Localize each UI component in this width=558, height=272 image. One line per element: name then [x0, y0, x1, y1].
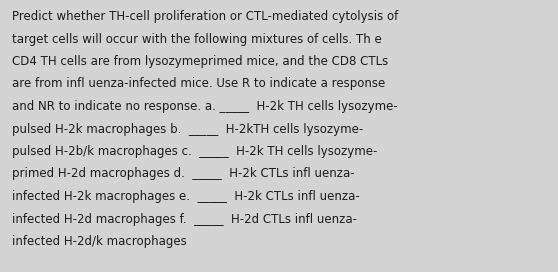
Text: pulsed H-2b/k macrophages c.  _____  H-2k TH cells lysozyme-: pulsed H-2b/k macrophages c. _____ H-2k … — [12, 145, 377, 158]
Text: CD4 TH cells are from lysozymeprimed mice, and the CD8 CTLs: CD4 TH cells are from lysozymeprimed mic… — [12, 55, 388, 68]
Text: Predict whether TH-cell proliferation or CTL-mediated cytolysis of: Predict whether TH-cell proliferation or… — [12, 10, 398, 23]
Text: primed H-2d macrophages d.  _____  H-2k CTLs infl uenza-: primed H-2d macrophages d. _____ H-2k CT… — [12, 168, 355, 181]
Text: and NR to indicate no response. a. _____  H-2k TH cells lysozyme-: and NR to indicate no response. a. _____… — [12, 100, 398, 113]
Text: target cells will occur with the following mixtures of cells. Th e: target cells will occur with the followi… — [12, 32, 382, 45]
Text: infected H-2k macrophages e.  _____  H-2k CTLs infl uenza-: infected H-2k macrophages e. _____ H-2k … — [12, 190, 360, 203]
Text: pulsed H-2k macrophages b.  _____  H-2kTH cells lysozyme-: pulsed H-2k macrophages b. _____ H-2kTH … — [12, 122, 363, 135]
Text: infected H-2d macrophages f.  _____  H-2d CTLs infl uenza-: infected H-2d macrophages f. _____ H-2d … — [12, 212, 357, 225]
Text: infected H-2d/k macrophages: infected H-2d/k macrophages — [12, 235, 187, 248]
Text: are from infl uenza-infected mice. Use R to indicate a response: are from infl uenza-infected mice. Use R… — [12, 78, 385, 91]
